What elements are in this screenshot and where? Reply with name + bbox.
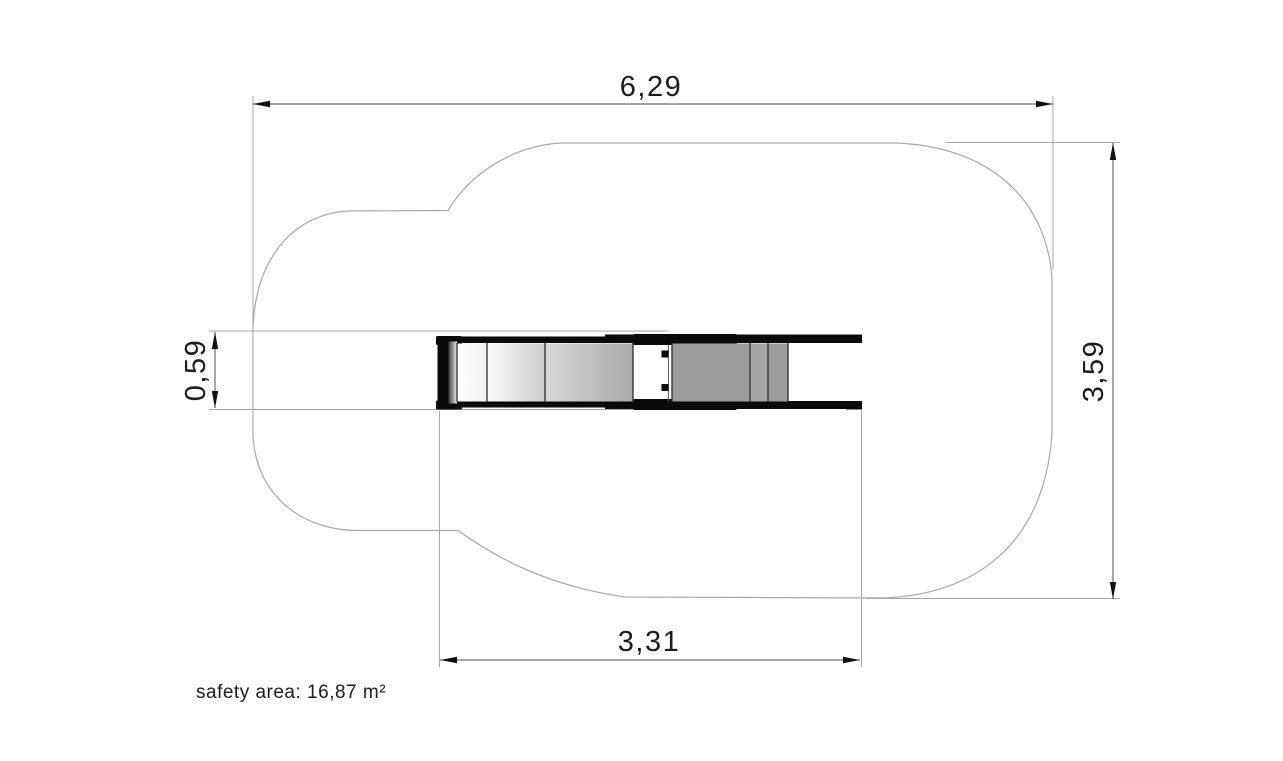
arrowhead-down-small-icon <box>211 391 219 408</box>
equipment-top-bracket <box>633 334 737 345</box>
equipment-bottom-bracket <box>633 399 737 410</box>
hinge-tab-bottom <box>661 384 669 391</box>
arrowhead-up-small-icon <box>211 332 219 349</box>
panel-5 <box>750 343 768 402</box>
safety-area-outline <box>252 142 1053 599</box>
dimension-lines <box>211 100 1117 664</box>
arrowhead-left-icon <box>253 100 270 108</box>
equipment-left-cap <box>437 339 449 406</box>
arrowhead-right-icon <box>1036 100 1053 108</box>
panel-6 <box>768 343 788 402</box>
equipment-left-cap-shade <box>448 341 457 404</box>
panel-dividers <box>456 343 789 402</box>
dimension-value-item-width: 0,59 <box>180 339 212 401</box>
dimension-value-overall-width: 6,29 <box>620 71 682 103</box>
dimension-value-overall-depth: 3,59 <box>1078 340 1110 402</box>
arrowhead-down-icon <box>1109 582 1117 599</box>
arrowhead-up-icon <box>1109 143 1117 160</box>
equipment-right-end-bottom-tab <box>846 401 862 410</box>
panel-3 <box>545 343 633 402</box>
dimension-value-item-length: 3,31 <box>618 626 680 658</box>
arrowhead-right-bottom-icon <box>843 656 860 664</box>
safety-area-label: safety area: 16,87 m² <box>196 682 386 703</box>
extension-lines <box>209 96 1120 667</box>
arrowhead-left-bottom-icon <box>440 656 457 664</box>
panel-2 <box>487 343 545 402</box>
hinge-tab-top <box>661 350 669 358</box>
equipment-right-end-top-tab <box>846 334 862 343</box>
panel-1 <box>457 343 487 402</box>
equipment-panels <box>457 343 788 402</box>
equipment-plan-view <box>436 334 862 410</box>
panel-4 <box>672 343 750 402</box>
